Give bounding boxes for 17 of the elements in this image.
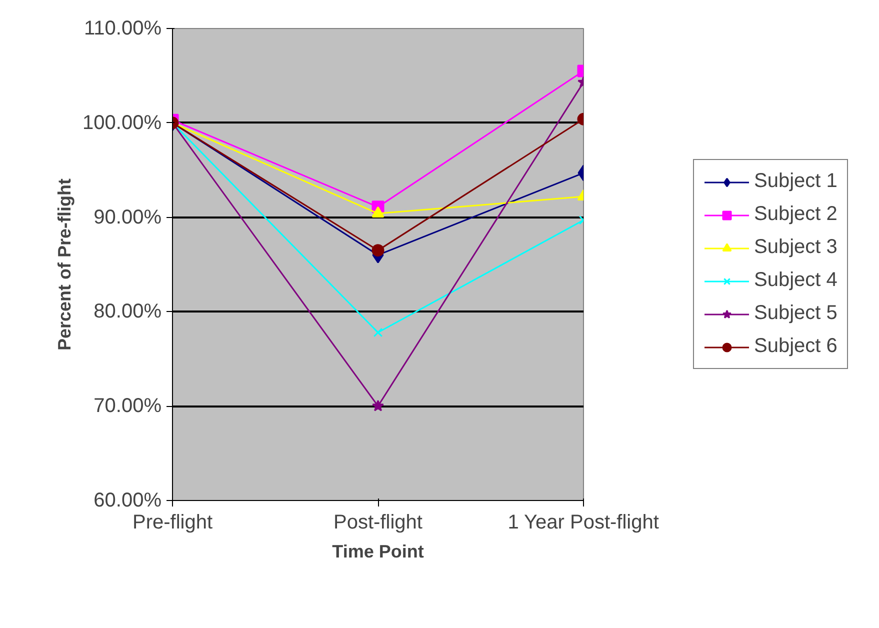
x-tick-label: 1 Year Post-flight <box>508 512 660 534</box>
legend-label: Subject 6 <box>754 335 838 358</box>
y-tick-label: 110.00% <box>84 18 162 40</box>
y-tick-label: 90.00% <box>94 206 162 228</box>
x-tick-label: Post-flight <box>334 512 423 534</box>
y-tick-label: 60.00% <box>94 490 162 512</box>
x-tick-label: Pre-flight <box>132 512 213 534</box>
y-tick-label: 100.00% <box>82 112 162 134</box>
legend-label: Subject 1 <box>754 170 838 193</box>
y-axis-title: Percent of Pre-flight <box>54 178 75 351</box>
legend-label: Subject 5 <box>754 302 838 325</box>
x-axis-title: Time Point <box>332 542 424 562</box>
legend-label: Subject 2 <box>754 203 838 226</box>
legend-label: Subject 4 <box>754 269 838 292</box>
y-tick-label: 80.00% <box>94 300 162 323</box>
y-tick-label: 70.00% <box>94 395 162 418</box>
legend-label: Subject 3 <box>754 236 838 259</box>
